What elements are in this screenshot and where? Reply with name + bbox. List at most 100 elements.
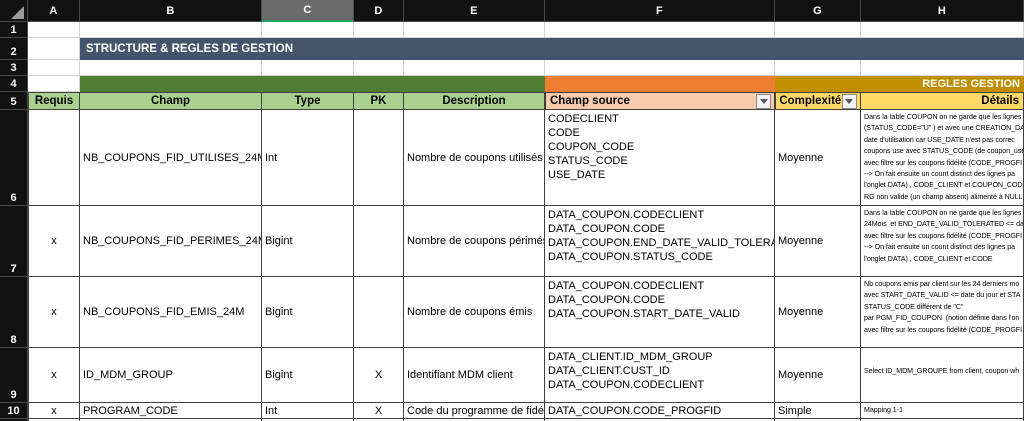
cell-f3[interactable] [545,60,775,76]
row-header-2[interactable]: 2 [0,38,28,60]
row-header-6[interactable]: 6 [0,110,28,206]
column-header-c[interactable]: C [262,0,354,22]
cell-requis-r7[interactable]: x [28,206,80,277]
cell-pk-r7[interactable] [354,206,404,277]
cell-champ-source-r10[interactable]: DATA_COUPON.CODE_PROGFID [545,403,775,419]
cell-champ-r7[interactable]: NB_COUPONS_FID_PERIMES_24M [80,206,262,277]
cell-b3[interactable] [80,60,262,76]
cell-champ-source-r6[interactable]: CODECLIENT CODE COUPON_CODE STATUS_CODE … [545,110,775,206]
row-header-3[interactable]: 3 [0,60,28,76]
grid-row-1 [28,22,1024,38]
column-header-g[interactable]: G [775,0,861,22]
column-header-e[interactable]: E [404,0,545,22]
cell-description-r8[interactable]: Nombre de coupons émis [404,277,545,348]
cell-h3[interactable] [861,60,1024,76]
row-header-4[interactable]: 4 [0,76,28,92]
cell-g1[interactable] [775,22,861,38]
column-header-f[interactable]: F [545,0,775,22]
row-header-5[interactable]: 5 [0,92,28,110]
cell-champ-r9[interactable]: ID_MDM_GROUP [80,348,262,403]
cell-description-r10[interactable]: Code du programme de fidélité [404,403,545,419]
cell-champ-source-r9[interactable]: DATA_CLIENT.ID_MDM_GROUP DATA_CLIENT.CUS… [545,348,775,403]
cell-a1[interactable] [28,22,80,38]
column-header-b[interactable]: B [80,0,262,22]
row-header-1[interactable]: 1 [0,22,28,38]
cell-d1[interactable] [354,22,404,38]
cell-description-r6[interactable]: Nombre de coupons utilisés [404,110,545,206]
cell-requis-r6[interactable] [28,110,80,206]
cell-requis-r10[interactable]: x [28,403,80,419]
cell-c3[interactable] [262,60,354,76]
column-header-h[interactable]: H [861,0,1024,22]
row-header-11[interactable]: 11 [0,419,28,421]
cell-type-r10[interactable]: Int [262,403,354,419]
select-all-corner-icon[interactable] [0,0,28,22]
cell-complexite-r9[interactable]: Moyenne [775,348,861,403]
cell-details-r7[interactable]: Dans la table COUPON on ne garde que les… [861,206,1024,277]
cell-e1[interactable] [404,22,545,38]
cell-requis-r9[interactable]: x [28,348,80,403]
cell-type-r7[interactable]: Bigint [262,206,354,277]
filter-dropdown-icon-complexite[interactable] [841,93,857,109]
cell-champ-r8[interactable]: NB_COUPONS_FID_EMIS_24M [80,277,262,348]
cell-champ-source-r9-text: DATA_CLIENT.ID_MDM_GROUP DATA_CLIENT.CUS… [548,351,713,391]
cell-d3[interactable] [354,60,404,76]
cell-details-r10[interactable]: Mapping 1-1 [861,403,1024,419]
cell-type-r8[interactable]: Bigint [262,277,354,348]
grid-row-2: STRUCTURE & REGLES DE GESTION [28,38,1024,60]
cell-complexite-r8[interactable]: Moyenne [775,277,861,348]
cell-a3[interactable] [28,60,80,76]
header-requis[interactable]: Requis [28,92,80,110]
header-details[interactable]: Détails [861,92,1024,110]
cell-pk-r10[interactable]: X [354,403,404,419]
table-row: NB_COUPONS_FID_UTILISES_24M Int Nombre d… [28,110,1024,206]
cell-g3[interactable] [775,60,861,76]
cell-c1[interactable] [262,22,354,38]
column-header-d[interactable]: D [354,0,404,22]
column-header-a[interactable]: A [28,0,80,22]
header-champ-source[interactable]: Champ source [545,92,775,110]
header-pk[interactable]: PK [354,92,404,110]
cell-b1[interactable] [80,22,262,38]
cell-a4[interactable] [28,76,80,92]
row-header-10[interactable]: 10 [0,403,28,419]
header-type[interactable]: Type [262,92,354,110]
cell-pk-r6[interactable] [354,110,404,206]
cell-details-r8[interactable]: Nb coupons emis par client sur les 24 de… [861,277,1024,348]
cell-description-r7[interactable]: Nombre de coupons périmés [404,206,545,277]
cell-pk-r9[interactable]: X [354,348,404,403]
header-complexite[interactable]: Complexité [775,92,861,110]
cell-champ-source-r11[interactable] [545,419,775,421]
cell-type-r6[interactable]: Int [262,110,354,206]
header-description[interactable]: Description [404,92,545,110]
cell-details-r9-text: Select ID_MDM_GROUPE from client, coupon… [864,367,1020,375]
cell-a2[interactable] [28,38,80,60]
filter-dropdown-icon-champ-source[interactable] [756,93,771,109]
sheet-title-banner: STRUCTURE & REGLES DE GESTION [80,38,1024,60]
header-champ[interactable]: Champ [80,92,262,110]
cell-description-r9[interactable]: Identifiant MDM client [404,348,545,403]
band-source [545,76,775,92]
cell-champ-r6[interactable]: NB_COUPONS_FID_UTILISES_24M [80,110,262,206]
row-header-9[interactable]: 9 [0,348,28,403]
table-row: x PROGRAM_CODE Int X Code du programme d… [28,403,1024,419]
cell-e3[interactable] [404,60,545,76]
cell-details-r6[interactable]: Dans la table COUPON on ne garde que les… [861,110,1024,206]
cell-champ-source-r7[interactable]: DATA_COUPON.CODECLIENT DATA_COUPON.CODE … [545,206,775,277]
cell-complexite-r7[interactable]: Moyenne [775,206,861,277]
cell-type-r9[interactable]: Bigint [262,348,354,403]
grid-body: STRUCTURE & REGLES DE GESTION REGLES GES… [28,22,1024,421]
cell-pk-r8[interactable] [354,277,404,348]
cell-complexite-r6[interactable]: Moyenne [775,110,861,206]
cell-details-r6-text: Dans la table COUPON on ne garde que les… [864,113,1024,201]
cell-h1[interactable] [861,22,1024,38]
cell-requis-r8[interactable]: x [28,277,80,348]
cell-champ-source-r8[interactable]: DATA_COUPON.CODECLIENT DATA_COUPON.CODE … [545,277,775,348]
cell-f1[interactable] [545,22,775,38]
cell-champ-r10[interactable]: PROGRAM_CODE [80,403,262,419]
cell-complexite-r10[interactable]: Simple [775,403,861,419]
row-header-8[interactable]: 8 [0,277,28,348]
row-header-7[interactable]: 7 [0,206,28,277]
cell-details-r9[interactable]: Select ID_MDM_GROUPE from client, coupon… [861,348,1024,403]
